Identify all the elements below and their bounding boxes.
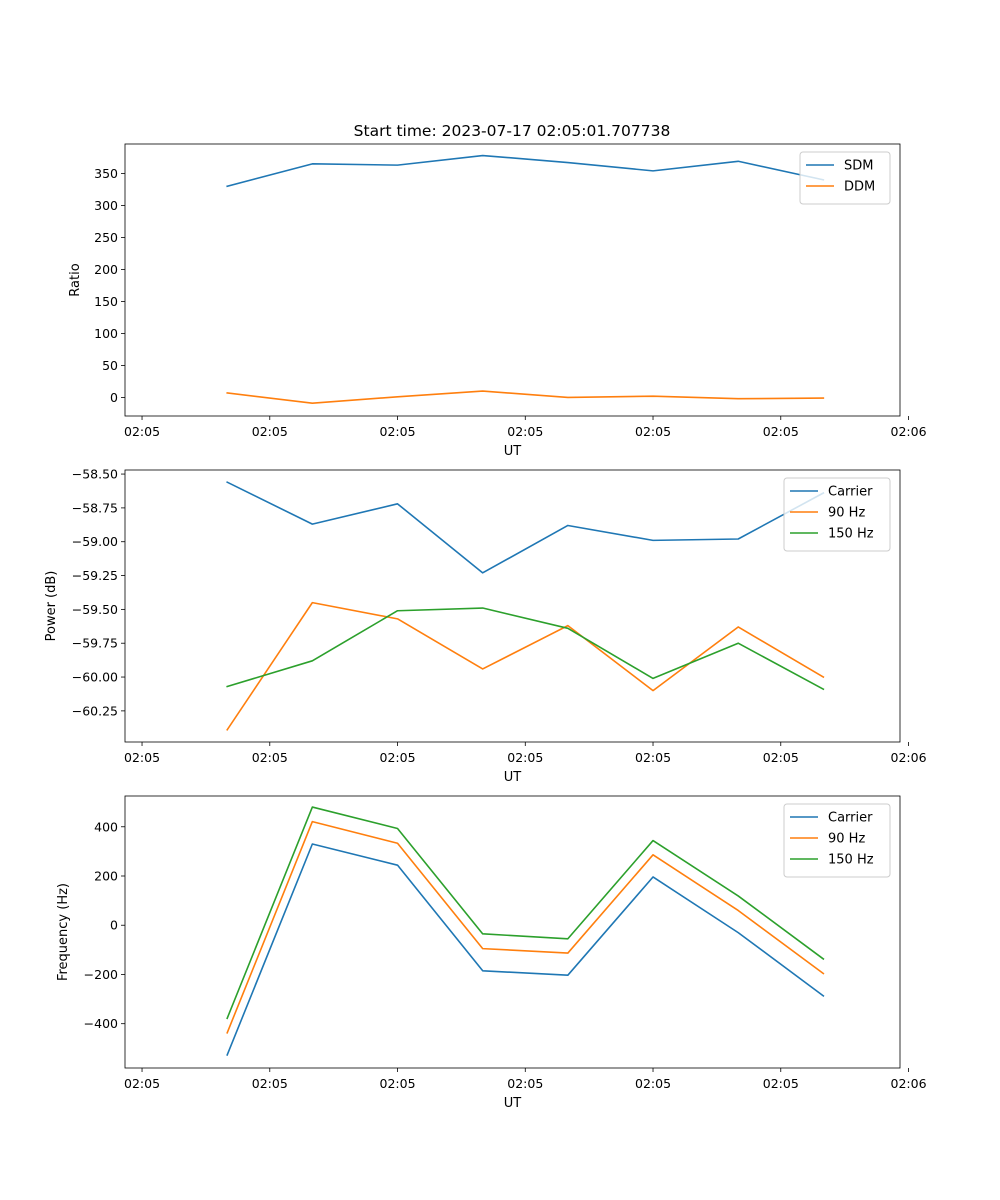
x-tick-label: 02:05: [763, 1076, 799, 1091]
x-tick-label: 02:05: [252, 750, 288, 765]
y-tick-label: 200: [94, 869, 118, 884]
y-tick-label: −58.50: [72, 467, 118, 482]
x-tick-label: 02:05: [380, 424, 416, 439]
figure-title: Start time: 2023-07-17 02:05:01.707738: [354, 122, 671, 140]
series-line-ddm: [226, 390, 825, 405]
y-tick-label: 0: [110, 390, 118, 405]
chart-panel-2: 02:05 02:05 02:05 02:05 02:05 02:05 02:06 −60.2…: [44, 467, 927, 785]
axes-frame: [124, 795, 901, 1069]
legend-label: 90 Hz: [828, 506, 865, 521]
y-tick-label: 350: [94, 166, 118, 181]
x-tick-label: 02:05: [124, 750, 160, 765]
y-tick-label: 100: [94, 326, 118, 341]
x-tick-label: 02:05: [507, 1076, 543, 1091]
x-tick-label: 02:06: [891, 1076, 927, 1091]
series-line-carrier: [226, 481, 825, 574]
y-tick-label: 150: [94, 294, 118, 309]
x-tick-label: 02:05: [380, 1076, 416, 1091]
x-tick-label: 02:05: [124, 424, 160, 439]
x-tick-label: 02:05: [635, 1076, 671, 1091]
x-axis-label: UT: [504, 770, 522, 785]
legend-label: SDM: [844, 159, 873, 174]
chart-panel-1: 02:05 02:05 02:05 02:05 02:05 02:05 02:06 0 50 10…: [68, 143, 927, 459]
x-tick-label: 02:05: [635, 750, 671, 765]
x-tick-label: 02:05: [763, 750, 799, 765]
series-line-150-hz: [226, 607, 825, 691]
y-tick-label: 400: [94, 819, 118, 834]
axes-frame: [124, 469, 901, 743]
x-axis-label: UT: [504, 444, 522, 459]
x-tick-label: 02:05: [763, 424, 799, 439]
y-axis-label: Power (dB): [44, 571, 59, 642]
series-line-carrier: [226, 843, 825, 1056]
x-axis-label: UT: [504, 1096, 522, 1111]
y-tick-label: −60.25: [72, 703, 118, 718]
series-line-90-hz: [226, 601, 825, 731]
x-tick-label: 02:05: [252, 424, 288, 439]
y-tick-label: 300: [94, 198, 118, 213]
y-tick-label: 250: [94, 230, 118, 245]
x-tick-label: 02:06: [891, 750, 927, 765]
series-line-150-hz: [226, 806, 825, 1020]
legend-label: Carrier: [828, 811, 873, 826]
y-tick-label: −58.75: [72, 500, 118, 515]
y-tick-label: −200: [84, 967, 118, 982]
y-axis-label: Frequency (Hz): [56, 883, 71, 981]
chart-panel-3: 02:05 02:05 02:05 02:05 02:05 02:05 02:06 −400 −…: [56, 795, 927, 1111]
y-tick-label: 50: [102, 358, 118, 373]
series-line-sdm: [226, 154, 825, 188]
y-tick-label: −400: [84, 1016, 118, 1031]
y-tick-label: −59.50: [72, 602, 118, 617]
y-tick-label: −59.00: [72, 534, 118, 549]
x-tick-label: 02:06: [891, 424, 927, 439]
y-tick-label: 200: [94, 262, 118, 277]
legend: Carrier 90 Hz 150 Hz: [783, 477, 891, 552]
x-tick-label: 02:05: [380, 750, 416, 765]
y-tick-label: −59.75: [72, 636, 118, 651]
series-line-90-hz: [226, 820, 825, 1034]
x-tick-label: 02:05: [124, 1076, 160, 1091]
x-tick-label: 02:05: [507, 750, 543, 765]
legend: Carrier 90 Hz 150 Hz: [783, 803, 891, 878]
legend-label: 150 Hz: [828, 853, 874, 868]
legend: SDM DDM: [799, 151, 891, 205]
legend-label: DDM: [844, 180, 875, 195]
legend-label: 90 Hz: [828, 832, 865, 847]
y-axis-label: Ratio: [68, 263, 83, 296]
y-tick-label: −60.00: [72, 670, 118, 685]
plots-container: 02:05 02:05 02:05 02:05 02:05 02:05 02:06 0 50 10…: [44, 143, 927, 1111]
x-tick-label: 02:05: [507, 424, 543, 439]
x-tick-label: 02:05: [252, 1076, 288, 1091]
y-tick-label: 0: [110, 918, 118, 933]
axes-frame: [124, 143, 901, 417]
legend-label: Carrier: [828, 485, 873, 500]
y-tick-label: −59.25: [72, 568, 118, 583]
legend-label: 150 Hz: [828, 527, 874, 542]
x-tick-label: 02:05: [635, 424, 671, 439]
